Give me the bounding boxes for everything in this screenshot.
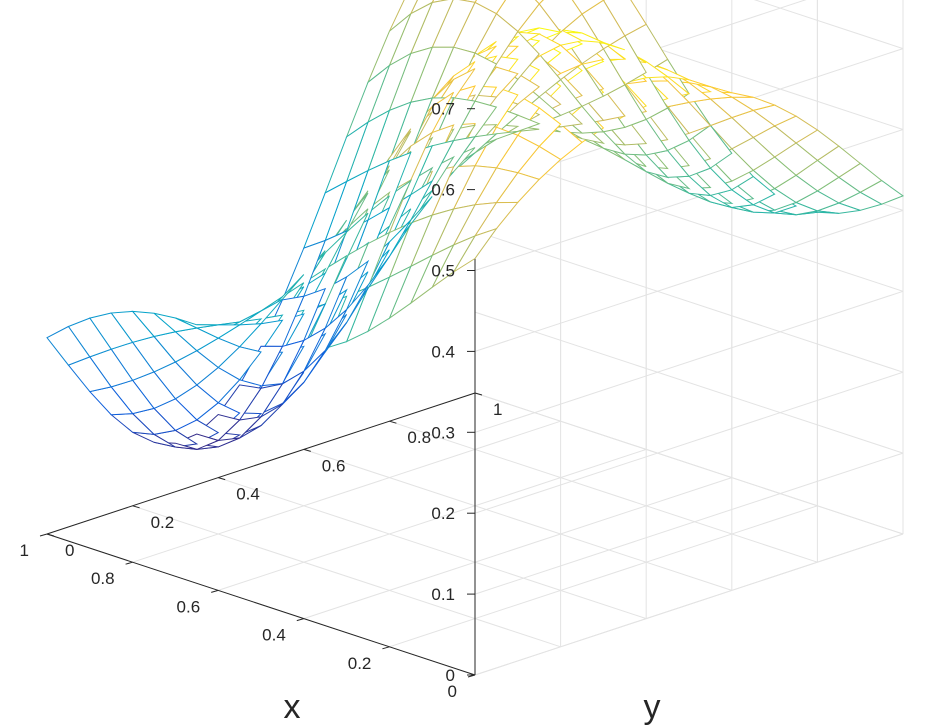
x-tick-mark bbox=[296, 618, 304, 622]
x-axis-line bbox=[46, 533, 476, 676]
mesh-cell bbox=[46, 325, 91, 366]
floor-grid-line bbox=[218, 477, 647, 620]
x-tick-label: 0.6 bbox=[177, 597, 201, 616]
wall-grid-line bbox=[474, 392, 904, 535]
x-tick-label: 1 bbox=[20, 541, 29, 560]
floor-grid-line bbox=[303, 477, 732, 620]
floor-grid-line bbox=[389, 420, 818, 563]
y-tick-mark bbox=[218, 477, 226, 481]
y-tick-label: 1 bbox=[493, 400, 502, 419]
y-tick-label: 0 bbox=[65, 541, 74, 560]
y-tick-mark bbox=[46, 533, 55, 537]
wall-grid-line bbox=[474, 290, 904, 433]
z-tick-label: 0.4 bbox=[431, 342, 455, 361]
z-tick-label: 0 bbox=[446, 666, 455, 685]
y-tick-mark bbox=[303, 448, 311, 452]
tick-labels: 0 0.2 0.4 0.6 0.8 1 0 0.2 0.4 0.6 0.8 1 0 0.1 0.2 0.3 0.… bbox=[20, 100, 503, 701]
x-tick-label: 0 bbox=[448, 682, 457, 701]
z-tick-label: 0.3 bbox=[431, 423, 455, 442]
y-tick-mark bbox=[389, 420, 397, 424]
x-tick-label: 0.2 bbox=[348, 654, 372, 673]
wall-grid-line bbox=[753, 0, 904, 50]
x-tick-mark bbox=[125, 561, 133, 565]
wall-grid-line bbox=[474, 149, 904, 292]
y-tick-label: 0.8 bbox=[407, 428, 431, 447]
x-tick-mark bbox=[39, 533, 48, 537]
y-tick-mark bbox=[132, 505, 140, 509]
floor-grid-line bbox=[218, 448, 647, 591]
y-tick-mark bbox=[474, 392, 483, 396]
floor-grid-line bbox=[303, 448, 732, 591]
wall-grid-line bbox=[474, 311, 904, 454]
y-axis-line bbox=[46, 392, 476, 535]
z-tick-label: 0.7 bbox=[431, 100, 455, 119]
x-axis-label: x bbox=[284, 688, 301, 726]
y-axis-label: y bbox=[644, 688, 661, 726]
wall-grid-line bbox=[474, 371, 904, 514]
wall-grid-line bbox=[474, 533, 904, 676]
wall-grid-line bbox=[474, 452, 904, 595]
y-tick-label: 0.2 bbox=[151, 513, 175, 532]
x-tick-label: 0.8 bbox=[91, 569, 115, 588]
floor-grid-line bbox=[389, 505, 818, 648]
z-tick-label: 0.2 bbox=[431, 504, 455, 523]
wall-grid-line bbox=[474, 209, 904, 352]
y-tick-label: 0.4 bbox=[236, 485, 260, 504]
z-tick-label: 0.5 bbox=[431, 262, 455, 281]
floor-grid-line bbox=[132, 505, 561, 648]
x-tick-label: 0.4 bbox=[262, 626, 286, 645]
x-tick-mark bbox=[382, 646, 390, 650]
surface-mesh bbox=[46, 0, 905, 450]
wall-grid-line bbox=[474, 230, 904, 373]
z-tick-label: 0.1 bbox=[431, 585, 455, 604]
floor-grid-line bbox=[132, 420, 561, 563]
y-tick-label: 0.6 bbox=[322, 456, 346, 475]
z-tick-label: 0.6 bbox=[431, 181, 455, 200]
x-tick-mark bbox=[211, 589, 219, 593]
mesh-cell bbox=[534, 0, 544, 5]
